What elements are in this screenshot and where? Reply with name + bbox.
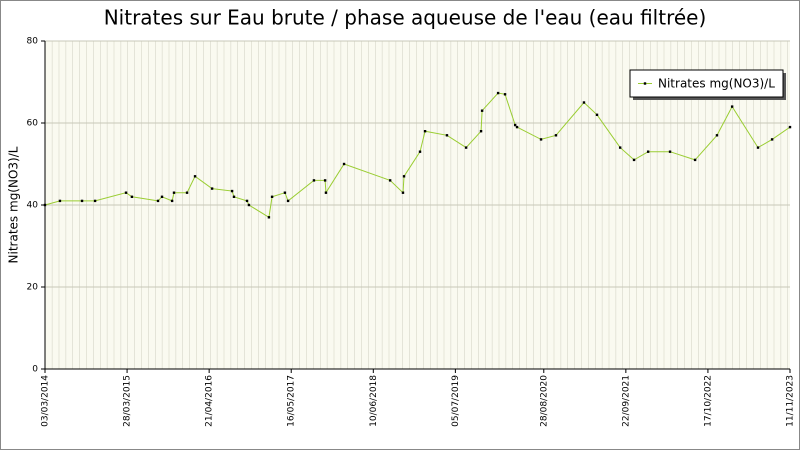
- data-point: [80, 199, 84, 203]
- legend-box: [629, 69, 784, 98]
- data-point: [632, 158, 636, 162]
- data-point: [539, 138, 543, 141]
- y-tick-label: 40: [27, 201, 39, 211]
- data-point: [283, 191, 287, 194]
- data-point: [595, 113, 599, 116]
- data-point: [130, 195, 134, 198]
- data-point: [232, 195, 236, 198]
- y-tick-label: 80: [27, 37, 39, 47]
- data-point: [646, 150, 650, 153]
- x-tick-label: 11/11/2023: [786, 375, 796, 427]
- data-point: [770, 138, 774, 141]
- data-point: [402, 175, 406, 178]
- data-point: [323, 179, 327, 182]
- data-point: [496, 91, 500, 95]
- x-tick-label: 03/03/2014: [41, 375, 51, 427]
- data-point: [58, 199, 62, 203]
- y-tick-label: 20: [27, 283, 39, 293]
- data-point: [193, 175, 197, 178]
- data-point: [388, 179, 392, 182]
- legend-marker: [643, 82, 647, 85]
- data-point: [480, 109, 484, 112]
- legend-label: Nitrates mg(NO3)/L: [658, 77, 775, 91]
- data-point: [423, 130, 427, 133]
- data-point: [503, 93, 507, 96]
- data-point: [247, 203, 251, 207]
- data-point: [668, 150, 672, 153]
- y-axis-label: Nitrates mg(NO3)/L: [7, 146, 21, 263]
- data-point: [270, 195, 274, 198]
- data-point: [582, 101, 586, 104]
- y-tick-label: 60: [27, 119, 39, 129]
- x-tick-label: 28/03/2015: [123, 375, 133, 427]
- chart-title: Nitrates sur Eau brute / phase aqueuse d…: [104, 6, 707, 30]
- data-point: [618, 146, 622, 149]
- data-point: [554, 134, 558, 137]
- data-point: [160, 195, 164, 198]
- data-point: [715, 134, 719, 137]
- data-point: [210, 187, 214, 190]
- data-point: [43, 203, 47, 207]
- data-point: [479, 130, 483, 133]
- data-point: [445, 134, 449, 137]
- data-point: [342, 162, 346, 166]
- series-line: [44, 92, 791, 219]
- data-point: [515, 125, 519, 129]
- data-point: [93, 199, 97, 203]
- x-tick-label: 10/06/2018: [369, 375, 379, 427]
- data-point: [312, 179, 316, 182]
- data-point: [124, 191, 128, 194]
- data-point: [418, 150, 422, 153]
- y-tick-label: 0: [32, 365, 38, 375]
- data-point: [513, 123, 517, 127]
- data-point: [267, 216, 271, 219]
- data-point: [788, 125, 792, 129]
- x-tick-label: 21/04/2016: [205, 375, 215, 427]
- data-point: [756, 146, 760, 149]
- data-point: [324, 191, 328, 194]
- x-tick-label: 16/05/2017: [287, 375, 297, 427]
- data-point: [170, 199, 174, 203]
- data-point: [401, 191, 405, 194]
- data-point: [156, 199, 160, 203]
- x-tick-label: 22/09/2021: [621, 375, 631, 427]
- data-point: [172, 191, 176, 194]
- data-point: [245, 199, 249, 203]
- x-tick-label: 17/10/2022: [703, 375, 713, 427]
- x-tick-label: 28/08/2020: [539, 375, 549, 427]
- data-point: [286, 199, 290, 203]
- data-point: [230, 189, 234, 193]
- data-point: [185, 191, 189, 194]
- data-point: [730, 105, 734, 108]
- plot-layer: 0 20 40 60 80 03/03/2014 28/03/2015 21/04/2016 1…: [27, 37, 796, 427]
- x-tick-label: 05/07/2019: [451, 375, 461, 427]
- data-point: [693, 158, 697, 162]
- data-point: [464, 146, 468, 149]
